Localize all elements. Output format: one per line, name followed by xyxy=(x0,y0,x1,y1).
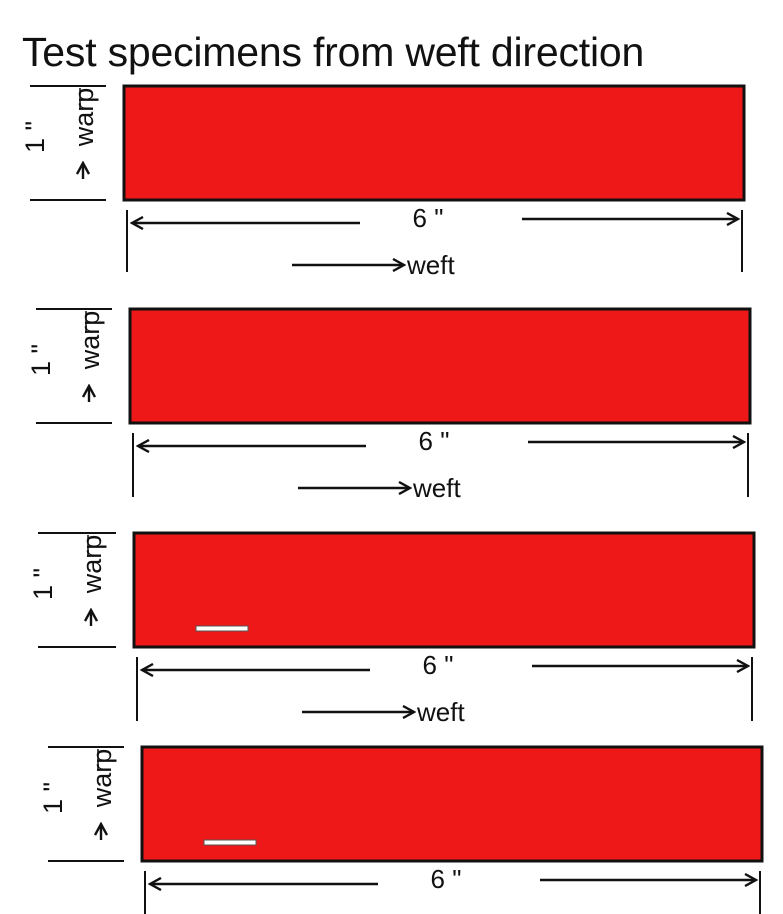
specimen-1: 1 " warp 6 " weft xyxy=(20,84,746,280)
width-dimension-label: 1 " xyxy=(28,568,58,600)
specimen-mark xyxy=(195,625,249,632)
length-dimension-label: 6 " xyxy=(413,203,444,233)
specimen-rectangle xyxy=(122,84,746,202)
width-dimension-label: 1 " xyxy=(38,782,68,814)
length-dimension-label: 6 " xyxy=(423,650,454,680)
width-dimension-label: 1 " xyxy=(26,344,56,376)
specimen-3: 1 " warp 6 " weft xyxy=(28,531,756,727)
specimen-2: 1 " warp 6 " weft xyxy=(26,307,752,503)
specimen-mark xyxy=(203,839,257,846)
warp-label: warp xyxy=(77,535,107,595)
warp-label: warp xyxy=(87,749,117,809)
specimen-rectangle xyxy=(128,307,752,425)
weft-label: weft xyxy=(406,250,455,280)
width-dimension-label: 1 " xyxy=(20,121,50,153)
diagram-title: Test specimens from weft direction xyxy=(22,29,645,75)
length-dimension-label: 6 " xyxy=(419,426,450,456)
specimen-rectangle xyxy=(140,745,764,863)
weft-label: weft xyxy=(412,473,461,503)
length-dimension-label: 6 " xyxy=(431,864,462,894)
warp-label: warp xyxy=(69,88,99,148)
weft-label: weft xyxy=(416,697,465,727)
specimen-4: 1 " warp 6 " xyxy=(38,745,764,914)
warp-label: warp xyxy=(75,311,105,371)
